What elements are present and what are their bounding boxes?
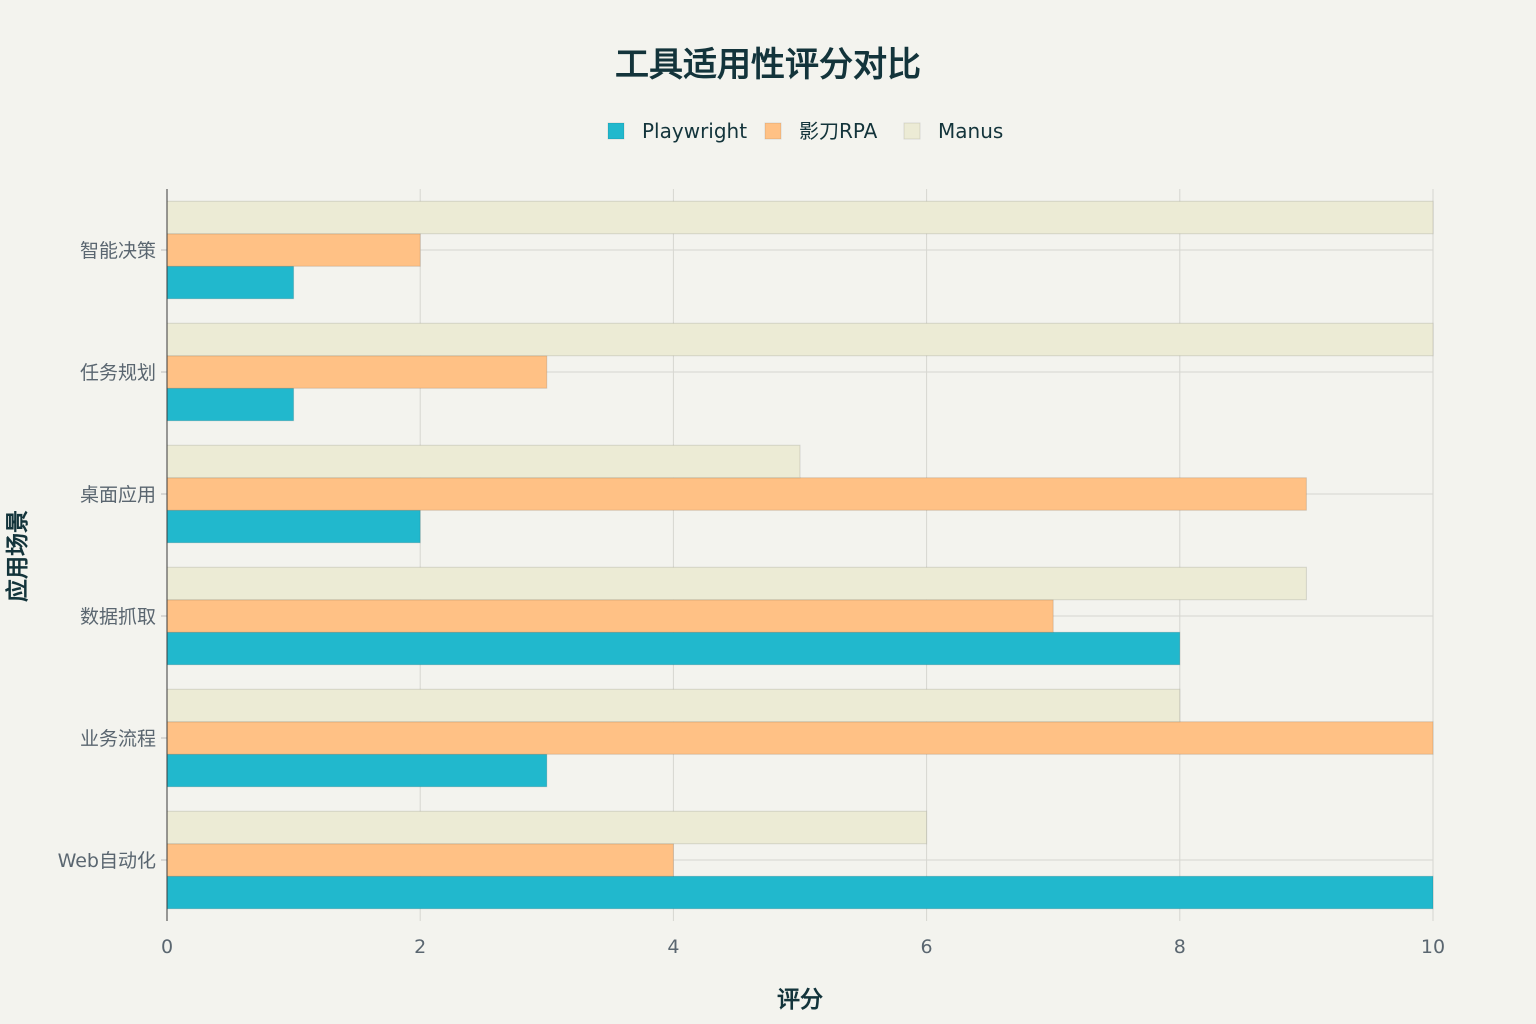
bar[interactable] <box>166 843 674 877</box>
bar[interactable] <box>166 477 1307 511</box>
bars <box>166 200 1434 910</box>
axes: 0 2 4 6 8 10 Web自动化 业务流程 数据抓取 桌面应用 任务规划 智能决策 <box>58 189 1445 958</box>
legend-label[interactable]: 影刀RPA <box>799 119 878 143</box>
y-axis-title: 应用场景 <box>4 510 31 602</box>
bar[interactable] <box>166 721 1434 755</box>
bar[interactable] <box>166 387 295 422</box>
legend-label[interactable]: Playwright <box>642 119 747 143</box>
x-tick-label: 2 <box>414 936 426 958</box>
legend-swatch[interactable] <box>607 122 625 140</box>
y-tick-label: 智能决策 <box>80 240 156 262</box>
y-tick-label: 业务流程 <box>80 728 156 750</box>
x-axis-title: 评分 <box>777 987 823 1013</box>
x-tick-label: 10 <box>1421 936 1445 958</box>
bar[interactable] <box>166 566 1307 601</box>
bar[interactable] <box>166 631 1181 666</box>
bar[interactable] <box>166 688 1181 723</box>
y-tick-label: 桌面应用 <box>80 484 156 506</box>
bar[interactable] <box>166 599 1054 633</box>
bar[interactable] <box>166 444 801 479</box>
bar[interactable] <box>166 265 295 300</box>
bar[interactable] <box>166 875 1434 910</box>
legend-swatch[interactable] <box>764 122 782 140</box>
legend-label[interactable]: Manus <box>938 119 1003 143</box>
bar[interactable] <box>166 200 1434 235</box>
legend-swatch[interactable] <box>903 122 921 140</box>
x-tick-label: 0 <box>161 936 173 958</box>
chart-title: 工具适用性评分对比 <box>615 45 921 85</box>
bar[interactable] <box>166 509 421 544</box>
legend: Playwright 影刀RPA Manus <box>607 119 1003 143</box>
y-tick-label: 任务规划 <box>80 362 156 384</box>
bar[interactable] <box>166 233 421 267</box>
x-tick-label: 6 <box>921 936 933 958</box>
bar[interactable] <box>166 322 1434 357</box>
bar[interactable] <box>166 810 928 845</box>
x-tick-label: 8 <box>1174 936 1186 958</box>
y-tick-label: Web自动化 <box>58 850 156 872</box>
bar[interactable] <box>166 753 548 788</box>
y-tick-label: 数据抓取 <box>80 606 156 628</box>
bar[interactable] <box>166 355 548 389</box>
x-tick-label: 4 <box>667 936 679 958</box>
